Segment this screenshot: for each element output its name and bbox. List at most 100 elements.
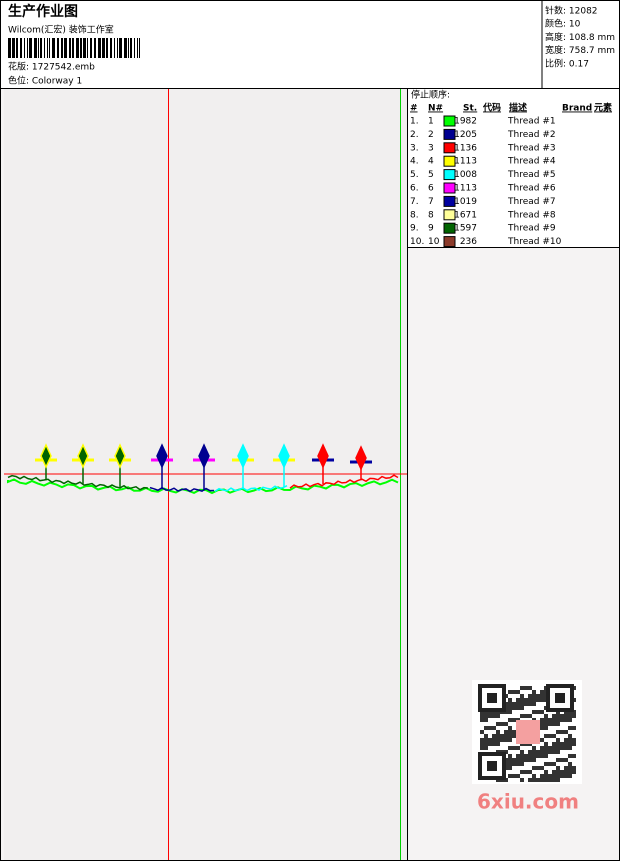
description: Thread #2 [507,130,556,140]
qr-cell [568,742,572,746]
qr-cell [508,710,512,714]
stitches: 1008 [454,170,477,180]
bar [47,38,48,58]
qr-cell [480,738,484,742]
motif [355,445,367,471]
bar [134,38,135,58]
qr-cell [528,778,532,782]
qr-cell [504,738,508,742]
bar [57,38,59,58]
qr-cell [496,714,500,718]
qr-cell [544,762,548,766]
qr-cell [540,778,544,782]
qr-cell [536,750,540,754]
qr-cell [544,774,548,778]
bar [29,38,32,58]
qr-cell [528,698,532,702]
bar [102,38,105,58]
description: Thread #4 [507,157,556,167]
needle: 10 [428,237,440,247]
qr-cell [528,714,532,718]
qr-cell [516,762,520,766]
bar [119,38,122,58]
qr-cell [520,754,524,758]
qr-cell [528,750,532,754]
qr-cell [552,742,556,746]
row-index: 8. [410,210,419,220]
qr-cell [556,738,560,742]
qr-cell [516,746,520,750]
description: Thread #1 [507,117,556,127]
qr-cell [524,758,528,762]
swatch [443,142,456,154]
qr-cell [524,686,528,690]
qr-cell [568,774,572,778]
qr-cell [524,702,528,706]
stat: 宽度: 758.7 mm [545,44,615,56]
qr-cell [560,770,564,774]
qr-cell [512,774,516,778]
needle: 9 [428,224,434,234]
column-header: 元素 [594,102,612,114]
bar [38,38,39,58]
sequence-box [408,89,619,247]
qr-cell [556,750,560,754]
needle: 7 [428,197,434,207]
qr-cell [564,766,568,770]
qr-cell [532,758,536,762]
qr-cell [572,742,576,746]
qr-cell [540,698,544,702]
column-header: N# [428,104,443,114]
qr-cell [568,734,572,738]
bar [24,38,25,58]
qr-cell [544,778,548,782]
qr-code [472,680,582,784]
bar [139,38,140,58]
description: Thread #5 [507,170,556,180]
qr-cell [520,702,524,706]
qr-cell [536,766,540,770]
qr-cell [560,714,564,718]
qr-cell [552,718,556,722]
qr-cell [544,718,548,722]
watermark: 6xiu.com [477,790,579,814]
qr-cell [552,770,556,774]
swatch [443,169,456,181]
qr-cell [508,734,512,738]
qr-cell [528,702,532,706]
qr-cell [512,746,516,750]
qr-cell [572,738,576,742]
stitches: 1019 [454,197,477,207]
qr-cell [504,722,508,726]
row-index: 3. [410,143,419,153]
bar [40,38,42,58]
qr-cell [552,714,556,718]
stitch-line [149,486,215,493]
bar [128,38,129,58]
qr-cell [512,706,516,710]
qr-cell [512,718,516,722]
qr-cell [540,738,544,742]
qr-cell [572,754,576,758]
qr-cell [572,766,576,770]
qr-cell [568,738,572,742]
design-file: 花版: 1727542.emb [8,61,95,73]
qr-cell [520,770,524,774]
bar [94,38,96,58]
qr-finder-core [555,693,565,703]
header-box [0,0,620,89]
bar [64,38,67,58]
bar [20,38,22,58]
motif [317,443,329,469]
motif [77,443,89,469]
row-index: 9. [410,224,419,234]
qr-cell [560,742,564,746]
bar [72,38,74,58]
qr-cell [556,774,560,778]
stitches: 1982 [454,117,477,127]
qr-cell [528,770,532,774]
qr-cell [512,702,516,706]
qr-cell [484,726,488,730]
motif [156,443,168,469]
